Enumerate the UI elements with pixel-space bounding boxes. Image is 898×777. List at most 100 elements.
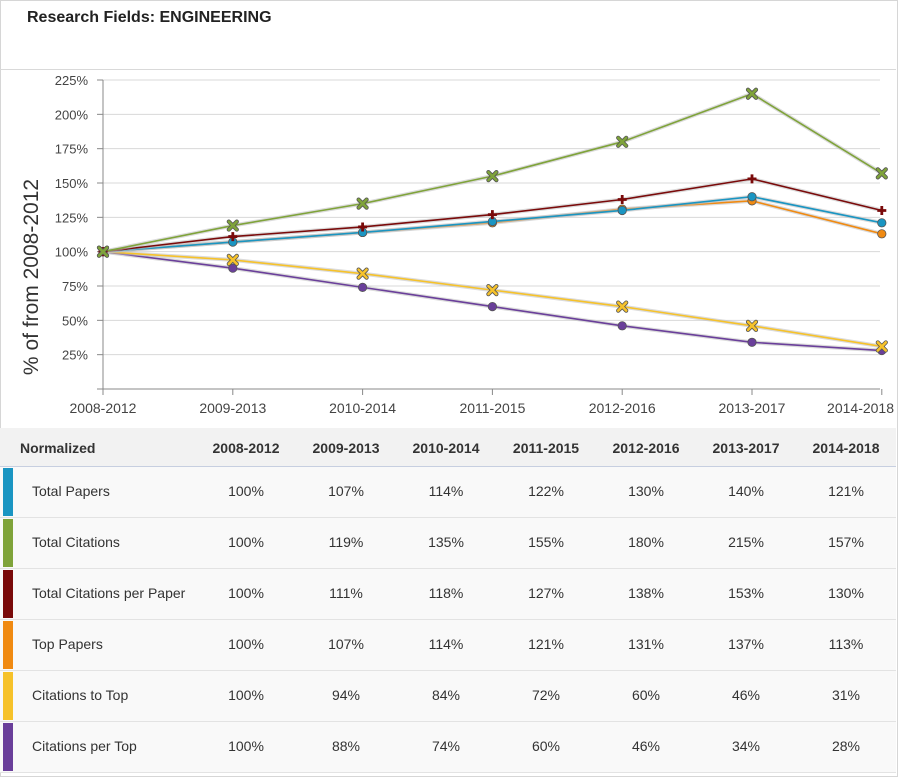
table-cell: 28% xyxy=(831,738,861,754)
x-tick-label: 2012-2016 xyxy=(589,400,656,416)
table-cell: 113% xyxy=(828,636,864,652)
x-tick-label: 2014-2018 xyxy=(827,400,894,416)
table-cell: 130% xyxy=(828,585,864,601)
table-cell: 215% xyxy=(728,534,764,550)
table-cell: 138% xyxy=(628,585,664,601)
x-tick-label: 2010-2014 xyxy=(329,400,396,416)
table-cell: 46% xyxy=(631,738,661,754)
table-cell: 140% xyxy=(728,483,764,499)
table-column-header: 2011-2015 xyxy=(512,440,580,456)
table-cell: 60% xyxy=(531,738,561,754)
page-title: Research Fields: ENGINEERING xyxy=(27,9,272,26)
table-cell: 131% xyxy=(628,636,664,652)
data-point xyxy=(357,282,368,292)
data-point xyxy=(877,218,887,228)
table-cell: 180% xyxy=(628,534,664,550)
data-point xyxy=(487,210,497,220)
data-point xyxy=(876,341,888,352)
data-point xyxy=(358,222,368,232)
table-cell: 100% xyxy=(228,636,264,652)
table-cell: 72% xyxy=(531,687,561,703)
table-header-label: Normalized xyxy=(20,440,96,456)
data-point xyxy=(487,170,498,182)
series-color-swatch xyxy=(3,672,13,720)
line-chart: 225% 200% 175% 150% 125% 100% 75% 50% 25% 2008-20… xyxy=(20,73,894,416)
table-cell: 107% xyxy=(328,636,364,652)
table-cell: 100% xyxy=(228,687,264,703)
data-point xyxy=(747,192,757,202)
data-point xyxy=(876,168,888,179)
table-column-header: 2009-2013 xyxy=(312,440,380,456)
table-cell: 94% xyxy=(331,687,361,703)
panel-header: Research Fields: ENGINEERING xyxy=(0,0,896,70)
data-point xyxy=(228,232,238,242)
table-cell: 31% xyxy=(831,687,861,703)
table-cell: 100% xyxy=(228,483,264,499)
y-tick-label: 225% xyxy=(55,73,89,88)
table-cell: 114% xyxy=(428,636,464,652)
data-point xyxy=(877,205,887,215)
data-point xyxy=(227,220,239,231)
data-point xyxy=(97,246,109,257)
table-cell: 130% xyxy=(628,483,664,499)
data-point xyxy=(228,263,238,273)
data-point xyxy=(227,254,239,266)
table-cell: 74% xyxy=(431,738,461,754)
table-row: Top Papers 100% 107% 114% 121% 131% 137% 113% xyxy=(0,620,896,671)
data-point xyxy=(747,337,757,347)
table-cell: 119% xyxy=(328,534,364,550)
table-cell: 155% xyxy=(528,534,564,550)
table-cell: 60% xyxy=(631,687,661,703)
table-cell: 107% xyxy=(328,483,364,499)
y-tick-label: 50% xyxy=(62,313,88,328)
table-cell: 88% xyxy=(331,738,361,754)
series-color-swatch xyxy=(3,519,13,567)
x-tick-label: 2008-2012 xyxy=(70,400,137,416)
y-tick-label: 200% xyxy=(55,107,89,122)
table-cell: 127% xyxy=(528,585,564,601)
table-cell: 100% xyxy=(228,585,264,601)
data-point xyxy=(617,321,627,331)
table-cell: 121% xyxy=(828,483,864,499)
table-row: Total Papers 100% 107% 114% 122% 130% 140% 121% xyxy=(0,467,896,518)
row-label: Total Papers xyxy=(32,483,110,499)
data-point xyxy=(617,205,627,216)
data-point xyxy=(877,229,887,239)
y-tick-label: 175% xyxy=(55,142,89,157)
table-cell: 34% xyxy=(731,738,761,754)
table-cell: 118% xyxy=(428,585,464,601)
table-cell: 157% xyxy=(828,534,864,550)
table-cell: 121% xyxy=(528,636,564,652)
y-axis-title: % of from 2008-2012 xyxy=(20,179,43,375)
table-cell: 46% xyxy=(731,687,761,703)
table-cell: 137% xyxy=(728,636,764,652)
data-point xyxy=(357,198,368,209)
series-color-swatch xyxy=(3,621,13,669)
series-color-swatch xyxy=(3,468,13,516)
table-row: Citations per Top 100% 88% 74% 60% 46% 34% 28% xyxy=(0,722,896,773)
x-tick-label: 2009-2013 xyxy=(199,400,266,416)
data-point xyxy=(746,88,758,100)
y-tick-label: 150% xyxy=(55,176,89,191)
y-tick-label: 25% xyxy=(62,348,88,363)
series-line xyxy=(102,250,882,352)
table-body: Total Papers 100% 107% 114% 122% 130% 140% 121%… xyxy=(0,467,896,773)
y-tick-label: 75% xyxy=(62,279,88,294)
table-cell: 100% xyxy=(228,534,264,550)
data-point xyxy=(357,268,368,279)
y-tick-label: 100% xyxy=(55,245,89,260)
table-cell: 84% xyxy=(431,687,461,703)
series-line xyxy=(102,92,883,253)
x-tick-label: 2013-2017 xyxy=(719,400,786,416)
data-point xyxy=(616,301,628,312)
data-point xyxy=(746,320,758,332)
table-row: Total Citations 100% 119% 135% 155% 180% 215% 1… xyxy=(0,518,896,569)
x-tick-label: 2011-2015 xyxy=(459,400,525,416)
table-cell: 111% xyxy=(329,585,363,601)
row-label: Total Citations xyxy=(32,534,120,550)
row-label: Total Citations per Paper xyxy=(32,585,186,601)
row-label: Citations per Top xyxy=(32,738,137,754)
data-point xyxy=(616,136,628,148)
data-point xyxy=(747,174,757,184)
row-label: Top Papers xyxy=(32,636,103,652)
